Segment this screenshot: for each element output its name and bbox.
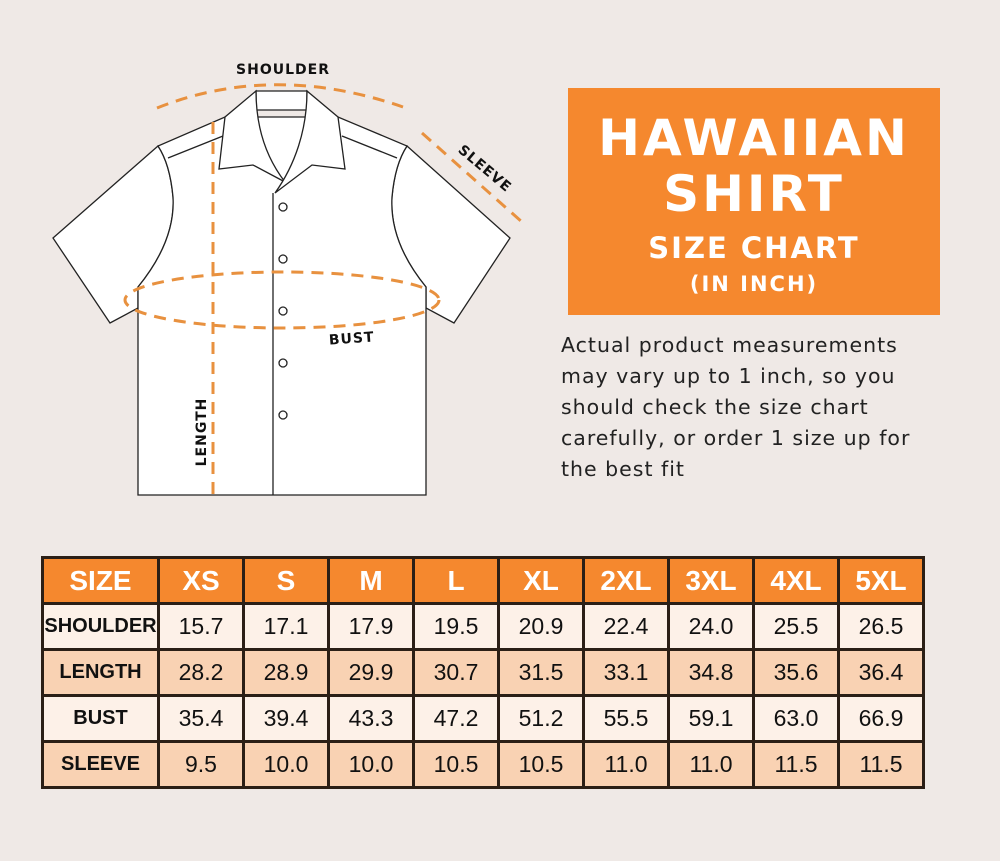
header-cell: 2XL <box>582 556 670 605</box>
table-cell: 25.5 <box>752 602 840 651</box>
table-cell: 11.0 <box>582 740 670 789</box>
collar-left <box>218 89 286 183</box>
header-cell: S <box>242 556 330 605</box>
shirt-body <box>137 116 427 496</box>
table-cell: 43.3 <box>327 694 415 743</box>
shoulder-label: SHOULDER <box>236 62 330 78</box>
table-cell: 15.7 <box>157 602 245 651</box>
table-cell: 9.5 <box>157 740 245 789</box>
button <box>278 202 288 212</box>
title-line-1: HAWAIIAN <box>598 109 910 167</box>
collar-right <box>274 89 346 194</box>
table-cell: 17.1 <box>242 602 330 651</box>
table-cell: 35.6 <box>752 648 840 697</box>
collar-back <box>255 90 308 111</box>
table-cell: 20.9 <box>497 602 585 651</box>
table-cell: 29.9 <box>327 648 415 697</box>
table-cell: 19.5 <box>412 602 500 651</box>
title-box: HAWAIIAN SHIRT SIZE CHART (IN INCH) <box>568 88 940 315</box>
measurement-note: Actual product measurements may vary up … <box>561 333 911 481</box>
header-cell: 4XL <box>752 556 840 605</box>
button <box>278 306 288 316</box>
table-cell: 10.0 <box>242 740 330 789</box>
table-cell: 11.5 <box>752 740 840 789</box>
table-cell: 11.5 <box>837 740 925 789</box>
yoke-right <box>341 135 398 159</box>
table-row: LENGTH 28.2 28.9 29.9 30.7 31.5 33.1 34.8 35.6 36… <box>41 648 925 697</box>
header-cell: L <box>412 556 500 605</box>
table-cell: 10.5 <box>497 740 585 789</box>
header-cell: 3XL <box>667 556 755 605</box>
shirt-diagram: SHOULDER SLEEVE BUST LENGTH <box>52 62 523 496</box>
table-cell: 59.1 <box>667 694 755 743</box>
table-cell: 28.9 <box>242 648 330 697</box>
table-cell: 10.0 <box>327 740 415 789</box>
table-cell: 31.5 <box>497 648 585 697</box>
table-cell: 34.8 <box>667 648 755 697</box>
table-cell: 55.5 <box>582 694 670 743</box>
title-line-2: SHIRT <box>663 165 845 223</box>
header-cell: XL <box>497 556 585 605</box>
table-cell: 66.9 <box>837 694 925 743</box>
table-cell: 63.0 <box>752 694 840 743</box>
bust-measure-line <box>123 270 441 330</box>
table-cell: 51.2 <box>497 694 585 743</box>
table-cell: 10.5 <box>412 740 500 789</box>
header-cell: XS <box>157 556 245 605</box>
shirt-outline <box>52 89 511 496</box>
sleeve-measure-line <box>421 131 523 224</box>
yoke-left <box>167 135 224 159</box>
button <box>278 254 288 264</box>
length-label: LENGTH <box>194 398 210 467</box>
table-cell: 28.2 <box>157 648 245 697</box>
table-cell: 33.1 <box>582 648 670 697</box>
table-cell: 26.5 <box>837 602 925 651</box>
table-cell: 17.9 <box>327 602 415 651</box>
title-unit: (IN INCH) <box>689 272 819 296</box>
button <box>278 358 288 368</box>
header-cell: SIZE <box>41 556 160 605</box>
table-header-row: SIZE XS S M L XL 2XL 3XL 4XL 5XL <box>41 556 925 605</box>
header-cell: 5XL <box>837 556 925 605</box>
table-cell: 11.0 <box>667 740 755 789</box>
row-label: SLEEVE <box>41 740 160 789</box>
table-cell: 47.2 <box>412 694 500 743</box>
table-cell: 35.4 <box>157 694 245 743</box>
button <box>278 410 288 420</box>
shoulder-measure-line <box>156 83 404 110</box>
size-chart-table: SIZE XS S M L XL 2XL 3XL 4XL 5XL SHOULDE… <box>41 556 925 789</box>
table-cell: 24.0 <box>667 602 755 651</box>
table-row: BUST 35.4 39.4 43.3 47.2 51.2 55.5 59.1 63.0 66.9 <box>41 694 925 743</box>
bust-label: BUST <box>328 329 375 348</box>
row-label: LENGTH <box>41 648 160 697</box>
table-cell: 39.4 <box>242 694 330 743</box>
table-row: SLEEVE 9.5 10.0 10.0 10.5 10.5 11.0 11.0 11.5 11.… <box>41 740 925 789</box>
title-subtitle: SIZE CHART <box>648 231 860 265</box>
table-row: SHOULDER 15.7 17.1 17.9 19.5 20.9 22.4 24.0 25.5… <box>41 602 925 651</box>
table-cell: 36.4 <box>837 648 925 697</box>
row-label: SHOULDER <box>41 602 160 651</box>
header-cell: M <box>327 556 415 605</box>
table-cell: 30.7 <box>412 648 500 697</box>
row-label: BUST <box>41 694 160 743</box>
table-cell: 22.4 <box>582 602 670 651</box>
